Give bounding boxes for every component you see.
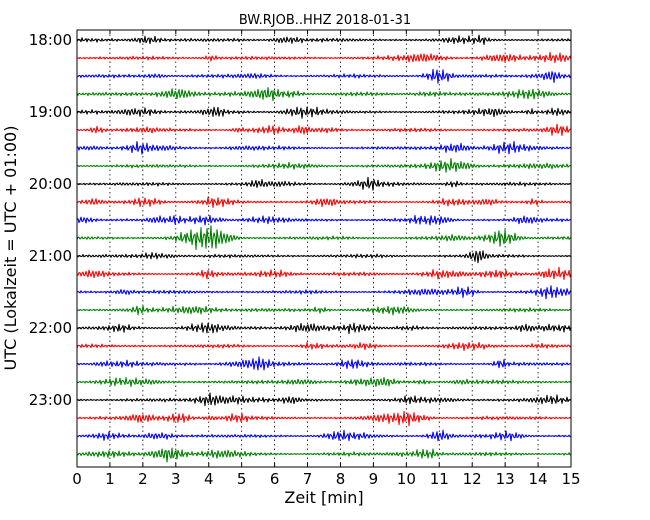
x-tick-label: 4 [204,470,214,488]
x-axis-label: Zeit [min] [284,488,363,507]
seismic-trace-1800 [76,34,572,46]
y-axis-label: UTC (Lokalzeit = UTC + 01:00) [1,126,20,371]
seismic-trace-1815 [76,51,572,64]
seismic-trace-2315 [76,410,572,427]
seismic-trace-2100 [76,250,572,264]
trace-group [76,34,572,463]
plot-frame [76,29,572,468]
x-tick-label: 6 [270,470,280,488]
y-tick-label: 18:00 [29,31,72,49]
y-tick-label: 22:00 [29,319,72,337]
x-tick-label: 3 [171,470,181,488]
seismic-trace-2345 [76,447,572,463]
seismic-trace-2200 [76,322,572,335]
x-tick-label: 12 [463,470,482,488]
seismic-trace-2330 [76,429,572,442]
x-tick-label: 0 [72,470,82,488]
x-tick-label: 10 [397,470,416,488]
seismic-trace-2000 [76,176,572,191]
x-tick-label: 8 [336,470,346,488]
seismic-trace-1930 [76,140,572,155]
x-axis-ticks: 0 1 2 3 4 5 6 7 8 9 10 11 12 13 14 15 [72,30,581,488]
y-tick-label: 20:00 [29,175,72,193]
y-tick-label: 23:00 [29,391,72,409]
seismic-trace-2145 [76,305,572,316]
seismic-trace-2115 [76,266,572,280]
seismic-trace-1845 [76,87,572,102]
x-tick-label: 5 [237,470,247,488]
chart-title: BW.RJOB..HHZ 2018-01-31 [239,13,411,28]
y-tick-label: 19:00 [29,103,72,121]
y-axis-ticks: 18:00 19:00 20:00 21:00 22:00 23:00 [29,31,571,409]
x-tick-label: 9 [369,470,379,488]
x-tick-label: 14 [529,470,548,488]
seismic-trace-1915 [76,123,572,137]
seismic-trace-1945 [76,157,572,173]
grid-lines [109,30,539,467]
x-tick-label: 15 [561,470,580,488]
seismic-trace-2215 [76,341,572,352]
seismic-trace-2030 [76,214,572,226]
seismic-trace-2130 [76,285,572,300]
seismic-trace-1900 [76,106,572,119]
x-tick-label: 13 [496,470,515,488]
y-tick-label: 21:00 [29,247,72,265]
seismic-trace-1830 [76,68,572,84]
seismic-trace-2045 [76,225,572,250]
seismic-trace-2245 [76,376,572,388]
x-tick-label: 2 [138,470,148,488]
x-tick-label: 7 [303,470,313,488]
x-tick-label: 11 [430,470,449,488]
x-tick-label: 1 [105,470,115,488]
seismic-trace-2230 [76,356,572,371]
seismic-trace-2015 [76,196,572,209]
seismic-trace-2300 [76,392,572,407]
